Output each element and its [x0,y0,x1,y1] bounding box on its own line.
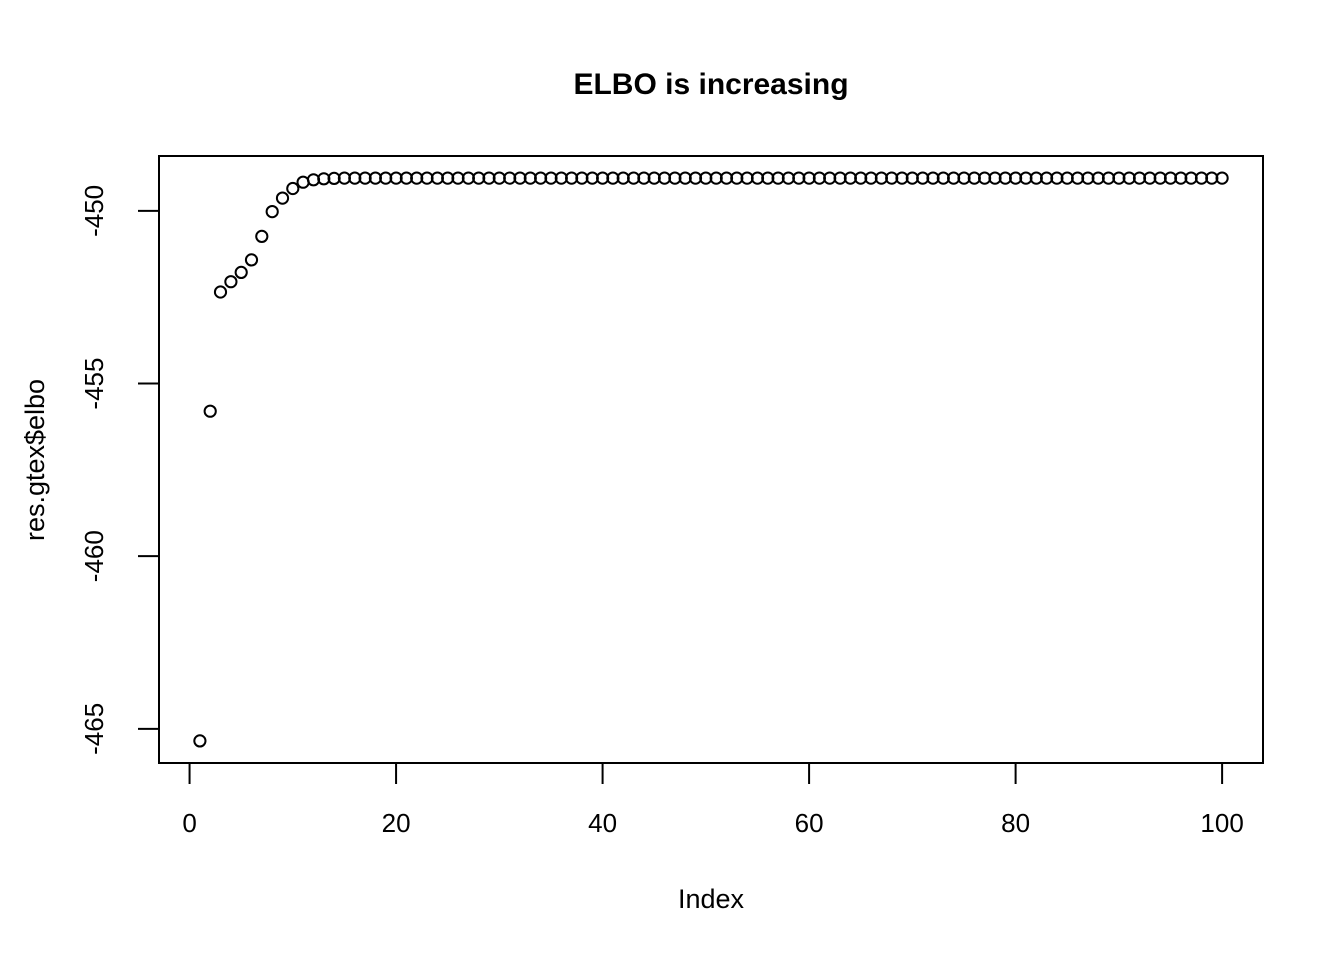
data-point [203,404,217,418]
x-tick-label: 80 [1001,808,1030,838]
data-point [275,191,290,205]
plot-box [158,155,1264,764]
data-point [255,229,269,243]
x-tick-label: 40 [588,808,617,838]
data-point [265,205,279,219]
x-tick-label: 20 [382,808,411,838]
x-tick-label: 0 [182,808,196,838]
chart-title: ELBO is increasing [573,68,848,101]
x-tick-label: 100 [1200,808,1243,838]
x-axis-label: Index [678,884,745,914]
data-point [234,265,248,279]
data-point [213,285,228,299]
data-point [296,175,310,189]
data-point [224,275,238,289]
plot-points [193,171,1229,748]
data-point [286,181,300,196]
y-axis: -450 -455 -460 -465 [79,185,159,755]
x-axis: 0 20 40 60 80 100 [182,763,1244,838]
data-point [193,734,207,748]
data-point [1215,171,1229,185]
y-tick-label: -460 [79,530,109,582]
y-tick-label: -455 [79,358,109,410]
data-point [244,253,259,267]
x-tick-label: 60 [795,808,824,838]
y-axis-label: res.gtex$elbo [20,379,50,541]
y-tick-label: -465 [79,703,109,755]
y-tick-label: -450 [79,185,109,237]
